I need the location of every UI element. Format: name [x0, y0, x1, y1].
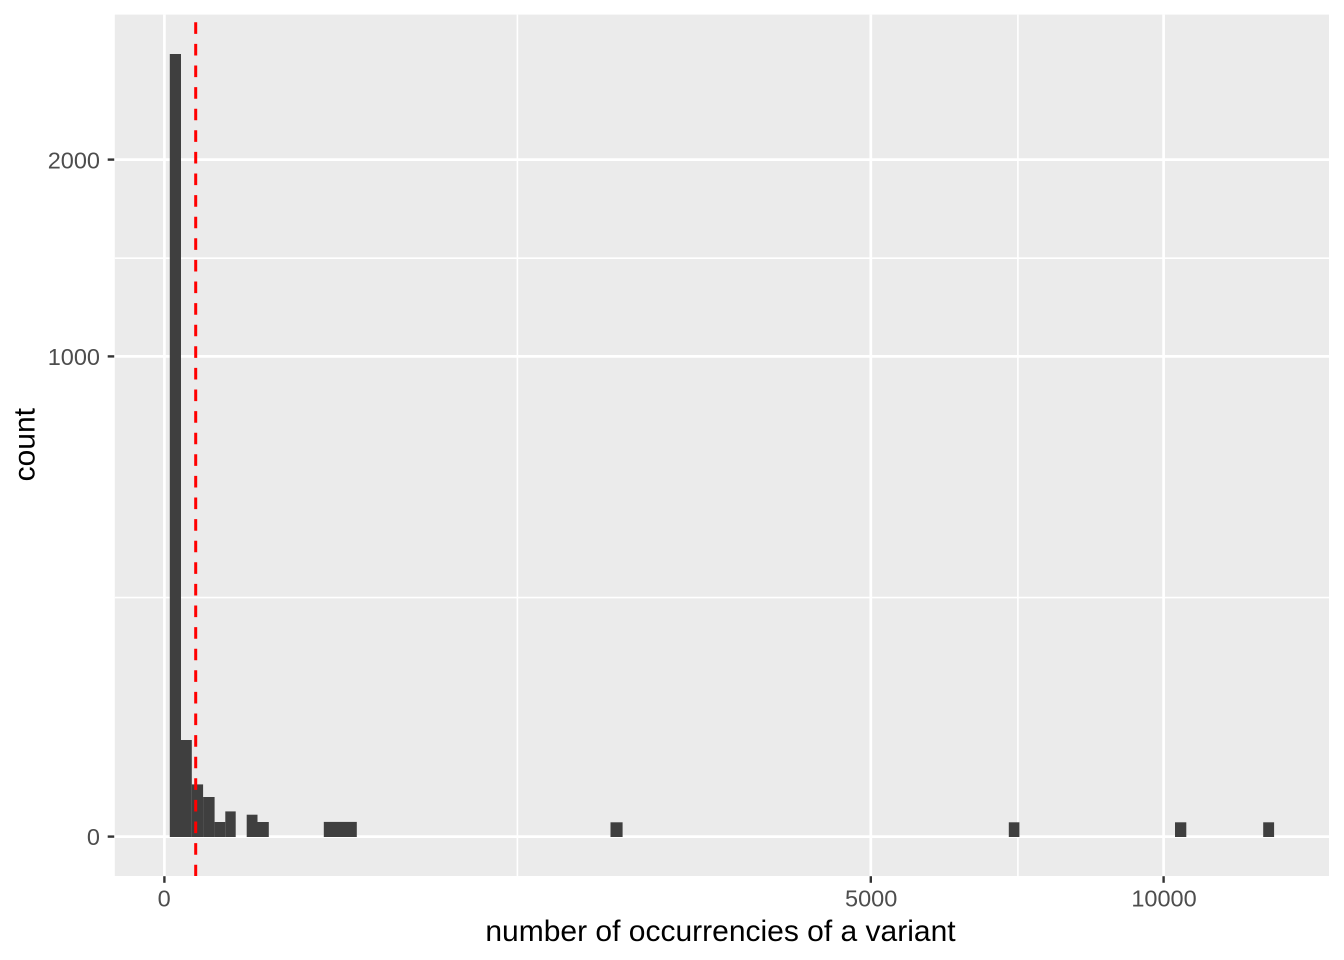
svg-text:0: 0 [158, 886, 171, 912]
svg-text:10000: 10000 [1131, 886, 1196, 912]
svg-text:0: 0 [87, 824, 100, 850]
svg-text:5000: 5000 [845, 886, 897, 912]
svg-text:number of occurrencies of a va: number of occurrencies of a variant [485, 915, 956, 948]
svg-text:1000: 1000 [48, 344, 100, 370]
svg-text:count: count [9, 407, 42, 481]
svg-text:2000: 2000 [48, 148, 100, 174]
